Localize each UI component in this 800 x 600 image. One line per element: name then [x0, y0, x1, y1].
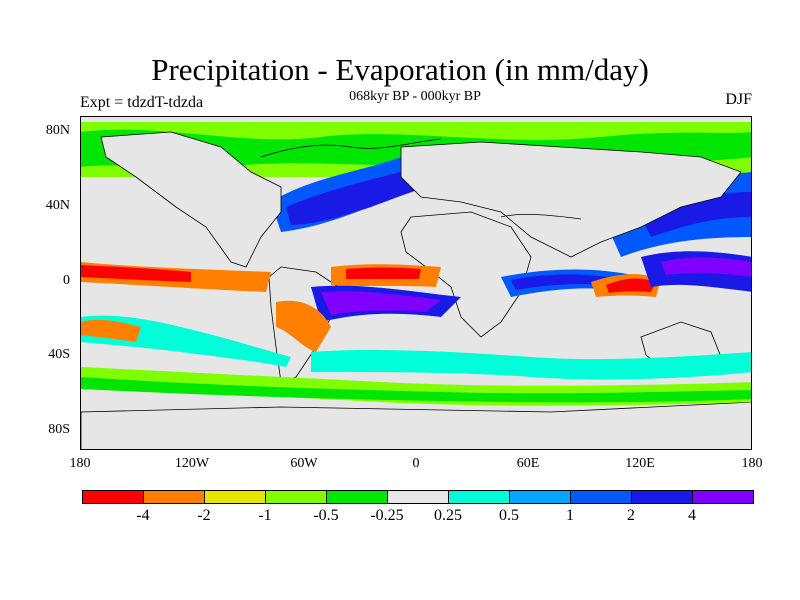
legend-color-box [265, 490, 327, 504]
legend-color-box [143, 490, 205, 504]
legend-label: 2 [627, 507, 635, 524]
map-panel [80, 116, 752, 450]
x-axis-label: 180 [69, 456, 91, 471]
plot-subtitle: 068kyr BP - 000kyr BP [349, 89, 481, 104]
legend-color-box [509, 490, 571, 504]
y-axis-label: 80S [48, 422, 70, 437]
legend-label: -4 [136, 507, 150, 524]
x-axis-label: 60E [516, 456, 540, 471]
legend-color-box [692, 490, 754, 504]
legend-label: -1 [258, 507, 272, 524]
x-axis-label: 0 [412, 456, 420, 471]
y-axis-label: 40S [48, 347, 70, 362]
legend-label: 0.25 [434, 507, 462, 524]
legend-label: 1 [566, 507, 574, 524]
legend-color-box [631, 490, 693, 504]
legend-color-box [387, 490, 449, 504]
legend-label: 0.5 [499, 507, 519, 524]
y-axis-label: 80N [45, 123, 70, 138]
legend-color-box [82, 490, 144, 504]
x-axis-label: 60W [290, 456, 318, 471]
x-axis-label: 180 [741, 456, 763, 471]
legend-color-box [448, 490, 510, 504]
y-axis-label: 40N [45, 198, 70, 213]
plot-title: Precipitation - Evaporation (in mm/day) [151, 52, 649, 87]
legend-color-box [570, 490, 632, 504]
legend-label: 4 [688, 507, 696, 524]
legend-color-box [326, 490, 388, 504]
season-label: DJF [725, 91, 752, 108]
legend-label: -2 [197, 507, 211, 524]
legend-label: -0.25 [370, 507, 404, 524]
y-axis-label: 0 [63, 273, 70, 288]
x-axis-label: 120E [625, 456, 655, 471]
x-axis-label: 120W [174, 456, 210, 471]
legend-color-box [204, 490, 266, 504]
legend-label: -0.5 [313, 507, 339, 524]
precip-evap-map [81, 117, 751, 449]
experiment-label: Expt = tdzdT-tdzda [80, 94, 204, 111]
